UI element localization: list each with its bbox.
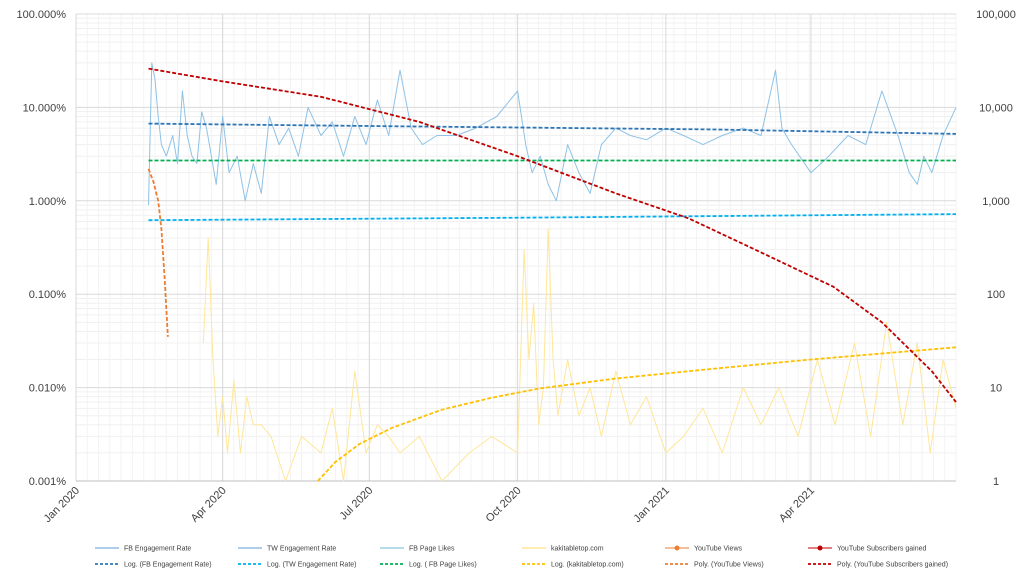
y-axis-right: 100,000 10,000 1,000 100 10 1 [976, 9, 1016, 488]
legend-label: TW Engagement Rate [267, 546, 336, 553]
legend-label: Poly. (YouTube Views) [694, 562, 764, 569]
y-right-tick-label: 10,000 [979, 102, 1013, 114]
legend-label: FB Engagement Rate [124, 546, 191, 553]
legend-label: Log. ( FB Page Likes) [409, 562, 477, 569]
series-line-1 [202, 228, 957, 482]
y-right-tick-label: 100,000 [976, 9, 1016, 21]
y-right-tick-label: 1,000 [982, 196, 1010, 208]
legend-label: FB Page Likes [409, 546, 455, 553]
y-right-tick-label: 10 [990, 383, 1002, 395]
y-left-tick-label: 0.001% [29, 476, 67, 488]
x-tick-label: Oct 2020 [484, 485, 524, 525]
y-left-tick-label: 10.000% [23, 102, 67, 114]
x-tick-label: Jul 2020 [338, 485, 376, 523]
legend-marker [817, 545, 823, 551]
x-tick-label: Jan 2020 [42, 485, 82, 525]
series-line-3 [148, 213, 957, 222]
legend-label: YouTube Subscribers gained [837, 546, 926, 553]
series-line-0 [148, 62, 957, 206]
legend-label: kakitabletop.com [551, 546, 604, 553]
legend: FB Engagement Rate TW Engagement Rate FB P… [95, 545, 948, 569]
x-axis: Jan 2020 Apr 2020 Jul 2020 Oct 2020 Jan 2021… [42, 485, 817, 525]
x-tick-label: Apr 2021 [777, 485, 817, 525]
y-left-tick-label: 0.010% [29, 383, 67, 395]
grid [75, 13, 957, 482]
series-line-2 [148, 122, 957, 135]
x-tick-label: Apr 2020 [189, 485, 229, 525]
y-left-tick-label: 1.000% [29, 196, 67, 208]
legend-marker [674, 545, 680, 551]
legend-label: Log. (FB Engagement Rate) [124, 562, 212, 569]
y-left-tick-label: 0.100% [29, 289, 67, 301]
y-axis-left: 100.000% 10.000% 1.000% 0.100% 0.010% 0.001% [16, 9, 66, 488]
series-line-6 [147, 168, 169, 337]
y-right-tick-label: 1 [993, 476, 999, 488]
legend-label: Log. (kakitabletop.com) [551, 562, 624, 569]
y-left-tick-label: 100.000% [16, 9, 66, 21]
x-tick-label: Jan 2021 [632, 485, 672, 525]
legend-label: YouTube Views [694, 546, 742, 553]
legend-label: Log. (TW Engagement Rate) [267, 562, 357, 569]
series-layer [147, 62, 957, 482]
y-right-tick-label: 100 [987, 289, 1005, 301]
legend-label: Poly. (YouTube Subscribers gained) [837, 562, 948, 569]
series-line-7 [148, 67, 957, 403]
